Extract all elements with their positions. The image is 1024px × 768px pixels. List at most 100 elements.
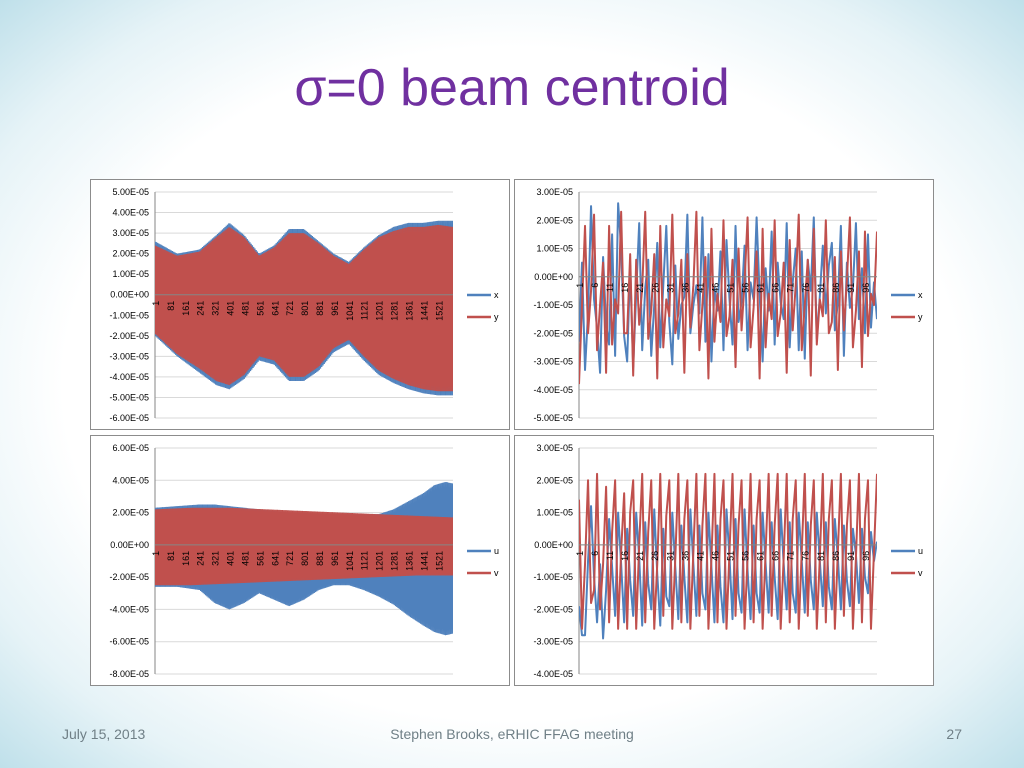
x-tick-label: 561: [255, 551, 265, 566]
x-tick-label: 1: [151, 551, 161, 556]
y-tick-label: -2.00E-05: [533, 604, 573, 614]
y-tick-label: 0.00E+00: [534, 540, 573, 550]
x-tick-label: 76: [801, 551, 811, 561]
y-tick-label: 6.00E-05: [112, 443, 149, 453]
x-tick-label: 46: [710, 551, 720, 561]
legend-label-v: v: [918, 568, 923, 578]
x-tick-label: 1041: [345, 551, 355, 571]
legend-label-x: x: [494, 290, 499, 300]
y-tick-label: 5.00E-05: [112, 187, 149, 197]
x-tick-label: 31: [665, 283, 675, 293]
x-tick-label: 641: [270, 551, 280, 566]
chart-svg: 6.00E-05 4.00E-05 2.00E-05 0.00E+00 -2.00E-0…: [109, 443, 499, 679]
chart-xy-zoom: 3.00E-05 2.00E-05 1.00E-05 0.00E+00 -1.00E-0…: [514, 179, 934, 430]
y-tick-label: -2.00E-05: [109, 331, 149, 341]
x-tick-label: 241: [196, 551, 206, 566]
x-tick-label: 1: [151, 301, 161, 306]
y-tick-label: -8.00E-05: [109, 669, 149, 679]
x-tick-label: 36: [680, 283, 690, 293]
y-tick-label: 3.00E-05: [112, 228, 149, 238]
y-tick-label: -5.00E-05: [109, 392, 149, 402]
x-tick-label: 31: [665, 551, 675, 561]
y-tick-label: -1.00E-05: [533, 572, 573, 582]
x-tick-label: 1201: [375, 301, 385, 321]
x-tick-label: 801: [300, 551, 310, 566]
x-tick-label: 61: [756, 551, 766, 561]
y-tick-label: -1.00E-05: [533, 300, 573, 310]
y-tick-label: 1.00E-05: [536, 508, 573, 518]
x-tick-label: 161: [181, 301, 191, 316]
x-tick-label: 561: [255, 301, 265, 316]
x-tick-label: 46: [710, 283, 720, 293]
x-tick-label: 36: [680, 551, 690, 561]
x-tick-label: 76: [801, 283, 811, 293]
chart-svg: 3.00E-05 2.00E-05 1.00E-05 0.00E+00 -1.00E-0…: [533, 187, 923, 423]
x-tick-label: 881: [315, 551, 325, 566]
y-tick-label: -1.00E-05: [109, 310, 149, 320]
y-tick-label: 2.00E-05: [112, 249, 149, 259]
legend-label-u: u: [494, 546, 499, 556]
x-tick-label: 801: [300, 301, 310, 316]
x-tick-label: 66: [771, 551, 781, 561]
legend-label-x: x: [918, 290, 923, 300]
x-tick-label: 56: [741, 283, 751, 293]
x-tick-label: 11: [605, 551, 615, 560]
y-tick-label: -6.00E-05: [109, 413, 149, 423]
x-tick-label: 321: [211, 551, 221, 566]
x-tick-label: 1: [575, 283, 585, 288]
chart-svg: 3.00E-05 2.00E-05 1.00E-05 0.00E+00 -1.00E-0…: [533, 443, 923, 679]
y-tick-label: -3.00E-05: [109, 351, 149, 361]
x-tick-label: 881: [315, 301, 325, 316]
legend-label-y: y: [494, 312, 499, 322]
y-tick-label: 1.00E-05: [112, 269, 149, 279]
x-tick-label: 71: [786, 283, 796, 293]
x-tick-label: 56: [741, 551, 751, 561]
x-tick-label: 1041: [345, 301, 355, 321]
x-tick-label: 1441: [419, 301, 429, 321]
x-tick-label: 1441: [419, 551, 429, 571]
y-tick-label: 3.00E-05: [536, 187, 573, 197]
x-tick-label: 961: [330, 301, 340, 316]
x-tick-label: 86: [831, 283, 841, 293]
x-tick-label: 51: [726, 551, 736, 561]
legend-label-v: v: [494, 568, 499, 578]
y-tick-label: 4.00E-05: [112, 208, 149, 218]
x-tick-label: 91: [846, 551, 856, 561]
legend-label-y: y: [918, 312, 923, 322]
y-tick-label: -4.00E-05: [533, 385, 573, 395]
x-tick-label: 481: [240, 301, 250, 316]
y-tick-label: 3.00E-05: [536, 443, 573, 453]
series-y: [579, 210, 877, 385]
y-tick-label: 0.00E+00: [534, 272, 573, 282]
x-tick-label: 91: [846, 283, 856, 293]
footer-presenter: Stephen Brooks, eRHIC FFAG meeting: [390, 726, 634, 742]
x-tick-label: 26: [650, 283, 660, 293]
x-tick-label: 81: [166, 301, 176, 311]
legend-label-u: u: [918, 546, 923, 556]
x-tick-label: 21: [635, 283, 645, 293]
x-tick-label: 81: [816, 551, 826, 561]
series-line-y: [579, 210, 877, 385]
series-line-v: [155, 507, 453, 586]
x-tick-label: 721: [285, 301, 295, 316]
y-tick-label: -6.00E-05: [109, 637, 149, 647]
x-tick-label: 1: [575, 551, 585, 556]
x-tick-label: 6: [590, 283, 600, 288]
x-tick-label: 81: [166, 551, 176, 561]
chart-xy-full: 5.00E-05 4.00E-05 3.00E-05 2.00E-05 1.00E-05…: [90, 179, 510, 430]
x-tick-label: 401: [226, 301, 236, 316]
x-tick-label: 51: [726, 283, 736, 293]
chart-uv-full: 6.00E-05 4.00E-05 2.00E-05 0.00E+00 -2.00E-0…: [90, 435, 510, 686]
x-tick-label: 1121: [360, 551, 370, 570]
x-tick-label: 41: [695, 551, 705, 561]
y-tick-label: 0.00E+00: [110, 290, 149, 300]
y-tick-label: -2.00E-05: [533, 328, 573, 338]
x-tick-label: 16: [620, 551, 630, 561]
y-tick-label: -2.00E-05: [109, 572, 149, 582]
y-tick-label: 4.00E-05: [112, 475, 149, 485]
footer-date: July 15, 2013: [62, 726, 146, 742]
y-tick-label: -5.00E-05: [533, 413, 573, 423]
x-tick-label: 641: [270, 301, 280, 316]
page-number: 27: [946, 726, 962, 742]
x-tick-label: 6: [590, 551, 600, 556]
